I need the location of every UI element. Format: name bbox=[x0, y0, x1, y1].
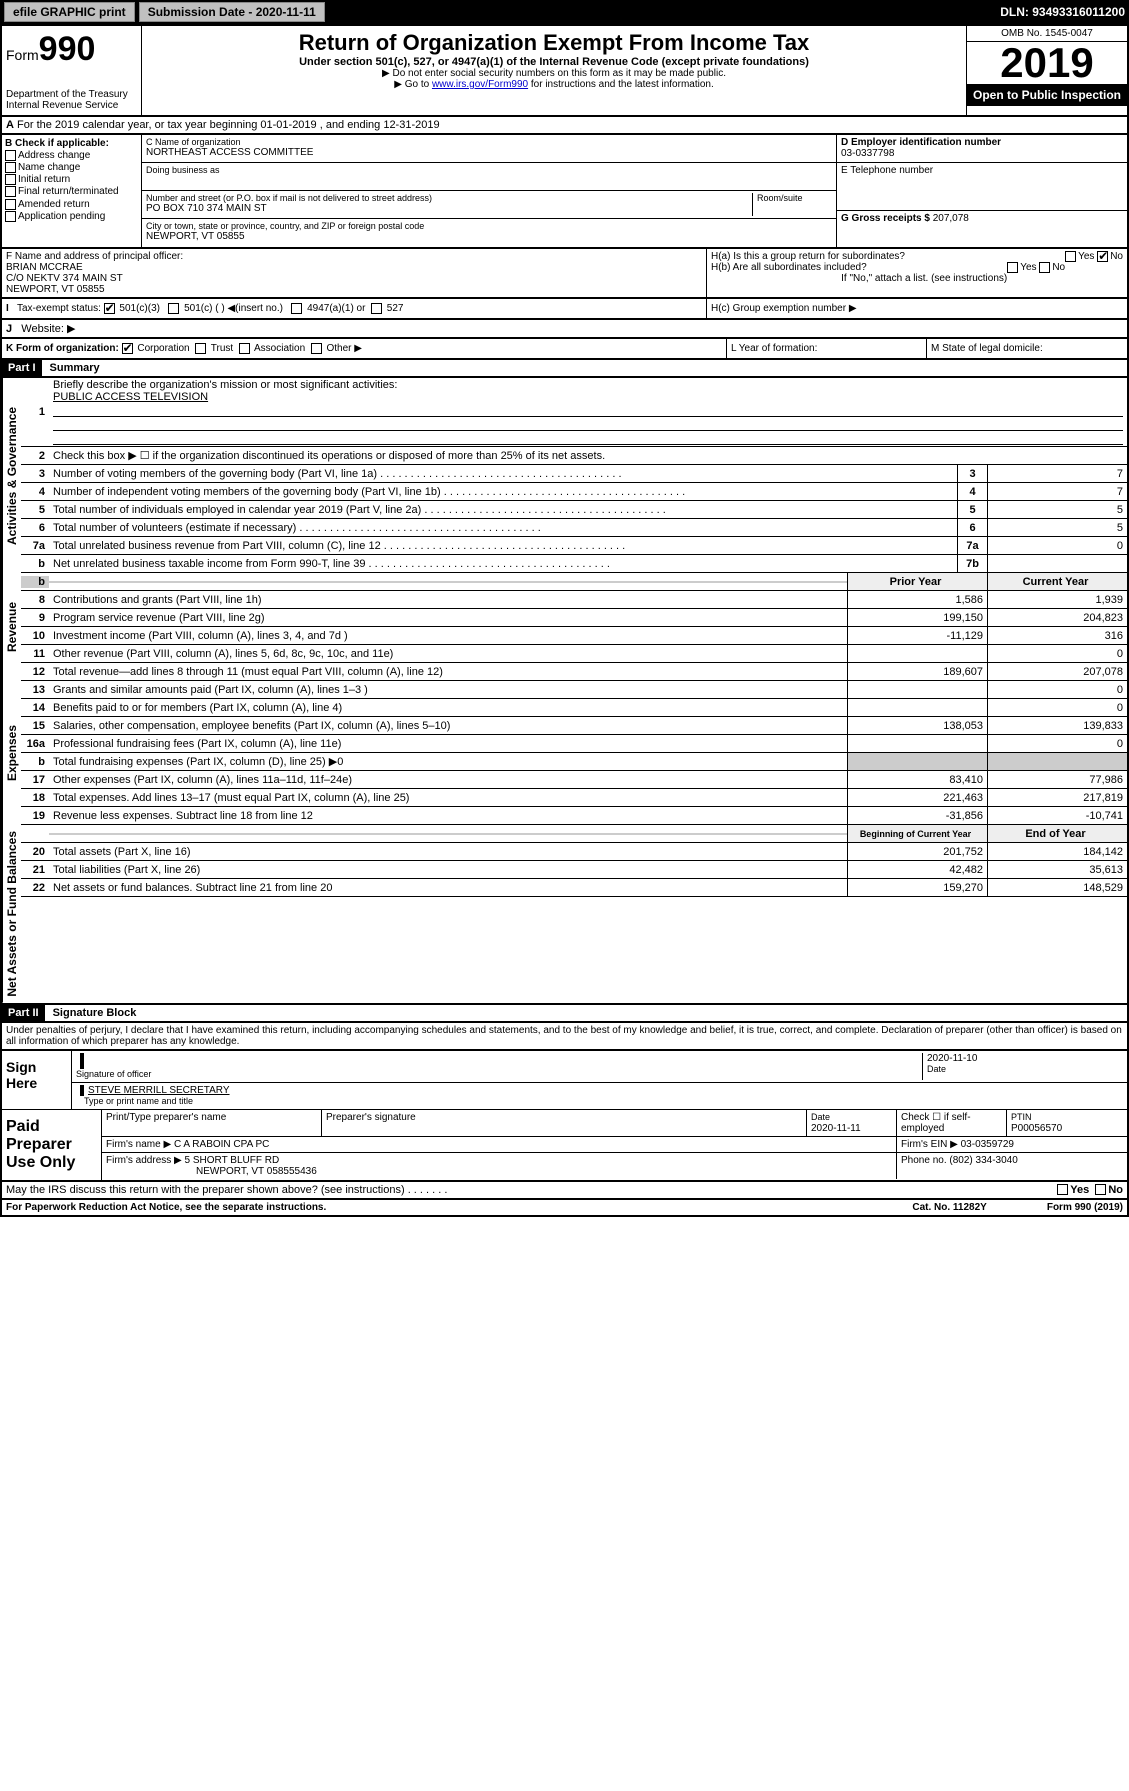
firm-addr: 5 SHORT BLUFF RD bbox=[185, 1155, 280, 1166]
line-13: 13Grants and similar amounts paid (Part … bbox=[21, 681, 1127, 699]
line-22: 22Net assets or fund balances. Subtract … bbox=[21, 879, 1127, 897]
chk-pending[interactable]: Application pending bbox=[5, 211, 138, 222]
chk-assoc[interactable] bbox=[239, 343, 250, 354]
part1-header: Part I Summary bbox=[0, 360, 1129, 378]
vlabel-activities: Activities & Governance bbox=[2, 378, 21, 573]
gross-receipts: 207,078 bbox=[933, 213, 969, 224]
section-f-h: F Name and address of principal officer:… bbox=[0, 249, 1129, 299]
line-7a: 7aTotal unrelated business revenue from … bbox=[21, 537, 1127, 555]
line-12: 12Total revenue—add lines 8 through 11 (… bbox=[21, 663, 1127, 681]
form-number: Form990 bbox=[6, 30, 137, 69]
line-9: 9Program service revenue (Part VIII, lin… bbox=[21, 609, 1127, 627]
ptin: P00056570 bbox=[1011, 1123, 1062, 1134]
perjury-statement: Under penalties of perjury, I declare th… bbox=[0, 1023, 1129, 1051]
box-b: B Check if applicable: Address change Na… bbox=[2, 135, 142, 247]
line-4: 4Number of independent voting members of… bbox=[21, 483, 1127, 501]
box-hc: H(c) Group exemption number ▶ bbox=[707, 299, 1127, 318]
revenue-section: Revenue bPrior YearCurrent Year 8Contrib… bbox=[0, 573, 1129, 681]
header-left: Form990 Department of the Treasury Inter… bbox=[2, 26, 142, 115]
box-d-e-g: D Employer identification number03-03377… bbox=[837, 135, 1127, 247]
line-10: 10Investment income (Part VIII, column (… bbox=[21, 627, 1127, 645]
chk-501c3[interactable] bbox=[104, 303, 115, 314]
vlabel-net: Net Assets or Fund Balances bbox=[2, 825, 21, 1003]
note-ssn: ▶ Do not enter social security numbers o… bbox=[146, 68, 962, 79]
line-3: 3Number of voting members of the governi… bbox=[21, 465, 1127, 483]
net-assets-section: Net Assets or Fund Balances Beginning of… bbox=[0, 825, 1129, 1005]
line-a: A For the 2019 calendar year, or tax yea… bbox=[0, 117, 1129, 135]
line-15: 15Salaries, other compensation, employee… bbox=[21, 717, 1127, 735]
note-link: ▶ Go to www.irs.gov/Form990 for instruct… bbox=[146, 79, 962, 90]
line-21: 21Total liabilities (Part X, line 26)42,… bbox=[21, 861, 1127, 879]
chk-corp[interactable] bbox=[122, 343, 133, 354]
chk-name[interactable]: Name change bbox=[5, 162, 138, 173]
sign-here-label: Sign Here bbox=[2, 1051, 72, 1109]
box-h: H(a) Is this a group return for subordin… bbox=[707, 249, 1127, 297]
org-city: NEWPORT, VT 05855 bbox=[146, 231, 832, 242]
submission-date-button[interactable]: Submission Date - 2020-11-11 bbox=[139, 2, 325, 22]
firm-ein: 03-0359729 bbox=[961, 1139, 1014, 1150]
chk-initial[interactable]: Initial return bbox=[5, 174, 138, 185]
expenses-section: Expenses 13Grants and similar amounts pa… bbox=[0, 681, 1129, 825]
chk-4947[interactable] bbox=[291, 303, 302, 314]
section-b-thru-g: B Check if applicable: Address change Na… bbox=[0, 135, 1129, 249]
firm-name: C A RABOIN CPA PC bbox=[174, 1139, 269, 1150]
chk-final[interactable]: Final return/terminated bbox=[5, 186, 138, 197]
line-b: bNet unrelated business taxable income f… bbox=[21, 555, 1127, 573]
discuss-line: May the IRS discuss this return with the… bbox=[0, 1182, 1129, 1200]
paid-preparer-label: Paid Preparer Use Only bbox=[2, 1110, 102, 1180]
tax-year: 2019 bbox=[967, 42, 1127, 84]
sign-date: 2020-11-10 bbox=[927, 1053, 1123, 1064]
form-header: Form990 Department of the Treasury Inter… bbox=[0, 24, 1129, 117]
vlabel-expenses: Expenses bbox=[2, 681, 21, 825]
vlabel-revenue: Revenue bbox=[2, 573, 21, 681]
line-11: 11Other revenue (Part VIII, column (A), … bbox=[21, 645, 1127, 663]
footer: For Paperwork Reduction Act Notice, see … bbox=[0, 1200, 1129, 1217]
org-address: PO BOX 710 374 MAIN ST bbox=[146, 203, 752, 214]
firm-phone: (802) 334-3040 bbox=[949, 1155, 1017, 1166]
line-8: 8Contributions and grants (Part VIII, li… bbox=[21, 591, 1127, 609]
part2-header: Part II Signature Block bbox=[0, 1005, 1129, 1023]
box-c: C Name of organizationNORTHEAST ACCESS C… bbox=[142, 135, 837, 247]
line-b: bTotal fundraising expenses (Part IX, co… bbox=[21, 753, 1127, 771]
box-f: F Name and address of principal officer:… bbox=[2, 249, 707, 297]
box-i: I Tax-exempt status: 501(c)(3) 501(c) ( … bbox=[2, 299, 707, 318]
line-5: 5Total number of individuals employed in… bbox=[21, 501, 1127, 519]
header-right: OMB No. 1545-0047 2019 Open to Public In… bbox=[967, 26, 1127, 115]
signer-name: STEVE MERRILL SECRETARY bbox=[88, 1085, 230, 1096]
dept-label: Department of the Treasury Internal Reve… bbox=[6, 89, 137, 111]
box-j: J Website: ▶ bbox=[0, 320, 1129, 339]
mission: PUBLIC ACCESS TELEVISION bbox=[53, 391, 208, 403]
chk-trust[interactable] bbox=[195, 343, 206, 354]
line-16a: 16aProfessional fundraising fees (Part I… bbox=[21, 735, 1127, 753]
chk-501c[interactable] bbox=[168, 303, 179, 314]
line-20: 20Total assets (Part X, line 16)201,7521… bbox=[21, 843, 1127, 861]
prep-date: 2020-11-11 bbox=[811, 1123, 861, 1134]
box-l: L Year of formation: bbox=[727, 339, 927, 358]
org-name: NORTHEAST ACCESS COMMITTEE bbox=[146, 147, 832, 158]
box-k: K Form of organization: Corporation Trus… bbox=[2, 339, 727, 358]
box-m: M State of legal domicile: bbox=[927, 339, 1127, 358]
section-k-l-m: K Form of organization: Corporation Trus… bbox=[0, 339, 1129, 360]
dln-label: DLN: 93493316011200 bbox=[1000, 5, 1125, 19]
activities-governance-section: Activities & Governance 1Briefly describ… bbox=[0, 378, 1129, 573]
section-i-hc: I Tax-exempt status: 501(c)(3) 501(c) ( … bbox=[0, 299, 1129, 320]
line-19: 19Revenue less expenses. Subtract line 1… bbox=[21, 807, 1127, 825]
chk-amended[interactable]: Amended return bbox=[5, 199, 138, 210]
form-title: Return of Organization Exempt From Incom… bbox=[146, 30, 962, 56]
chk-address[interactable]: Address change bbox=[5, 150, 138, 161]
ein: 03-0337798 bbox=[841, 148, 1123, 159]
line-18: 18Total expenses. Add lines 13–17 (must … bbox=[21, 789, 1127, 807]
line-14: 14Benefits paid to or for members (Part … bbox=[21, 699, 1127, 717]
line-6: 6Total number of volunteers (estimate if… bbox=[21, 519, 1127, 537]
efile-button[interactable]: efile GRAPHIC print bbox=[4, 2, 135, 22]
chk-527[interactable] bbox=[371, 303, 382, 314]
inspection-badge: Open to Public Inspection bbox=[967, 84, 1127, 106]
chk-other[interactable] bbox=[311, 343, 322, 354]
signature-section: Sign Here Signature of officer2020-11-10… bbox=[0, 1051, 1129, 1182]
line-17: 17Other expenses (Part IX, column (A), l… bbox=[21, 771, 1127, 789]
form-subtitle: Under section 501(c), 527, or 4947(a)(1)… bbox=[146, 56, 962, 68]
irs-link[interactable]: www.irs.gov/Form990 bbox=[432, 79, 528, 90]
header-middle: Return of Organization Exempt From Incom… bbox=[142, 26, 967, 115]
top-toolbar: efile GRAPHIC print Submission Date - 20… bbox=[0, 0, 1129, 24]
